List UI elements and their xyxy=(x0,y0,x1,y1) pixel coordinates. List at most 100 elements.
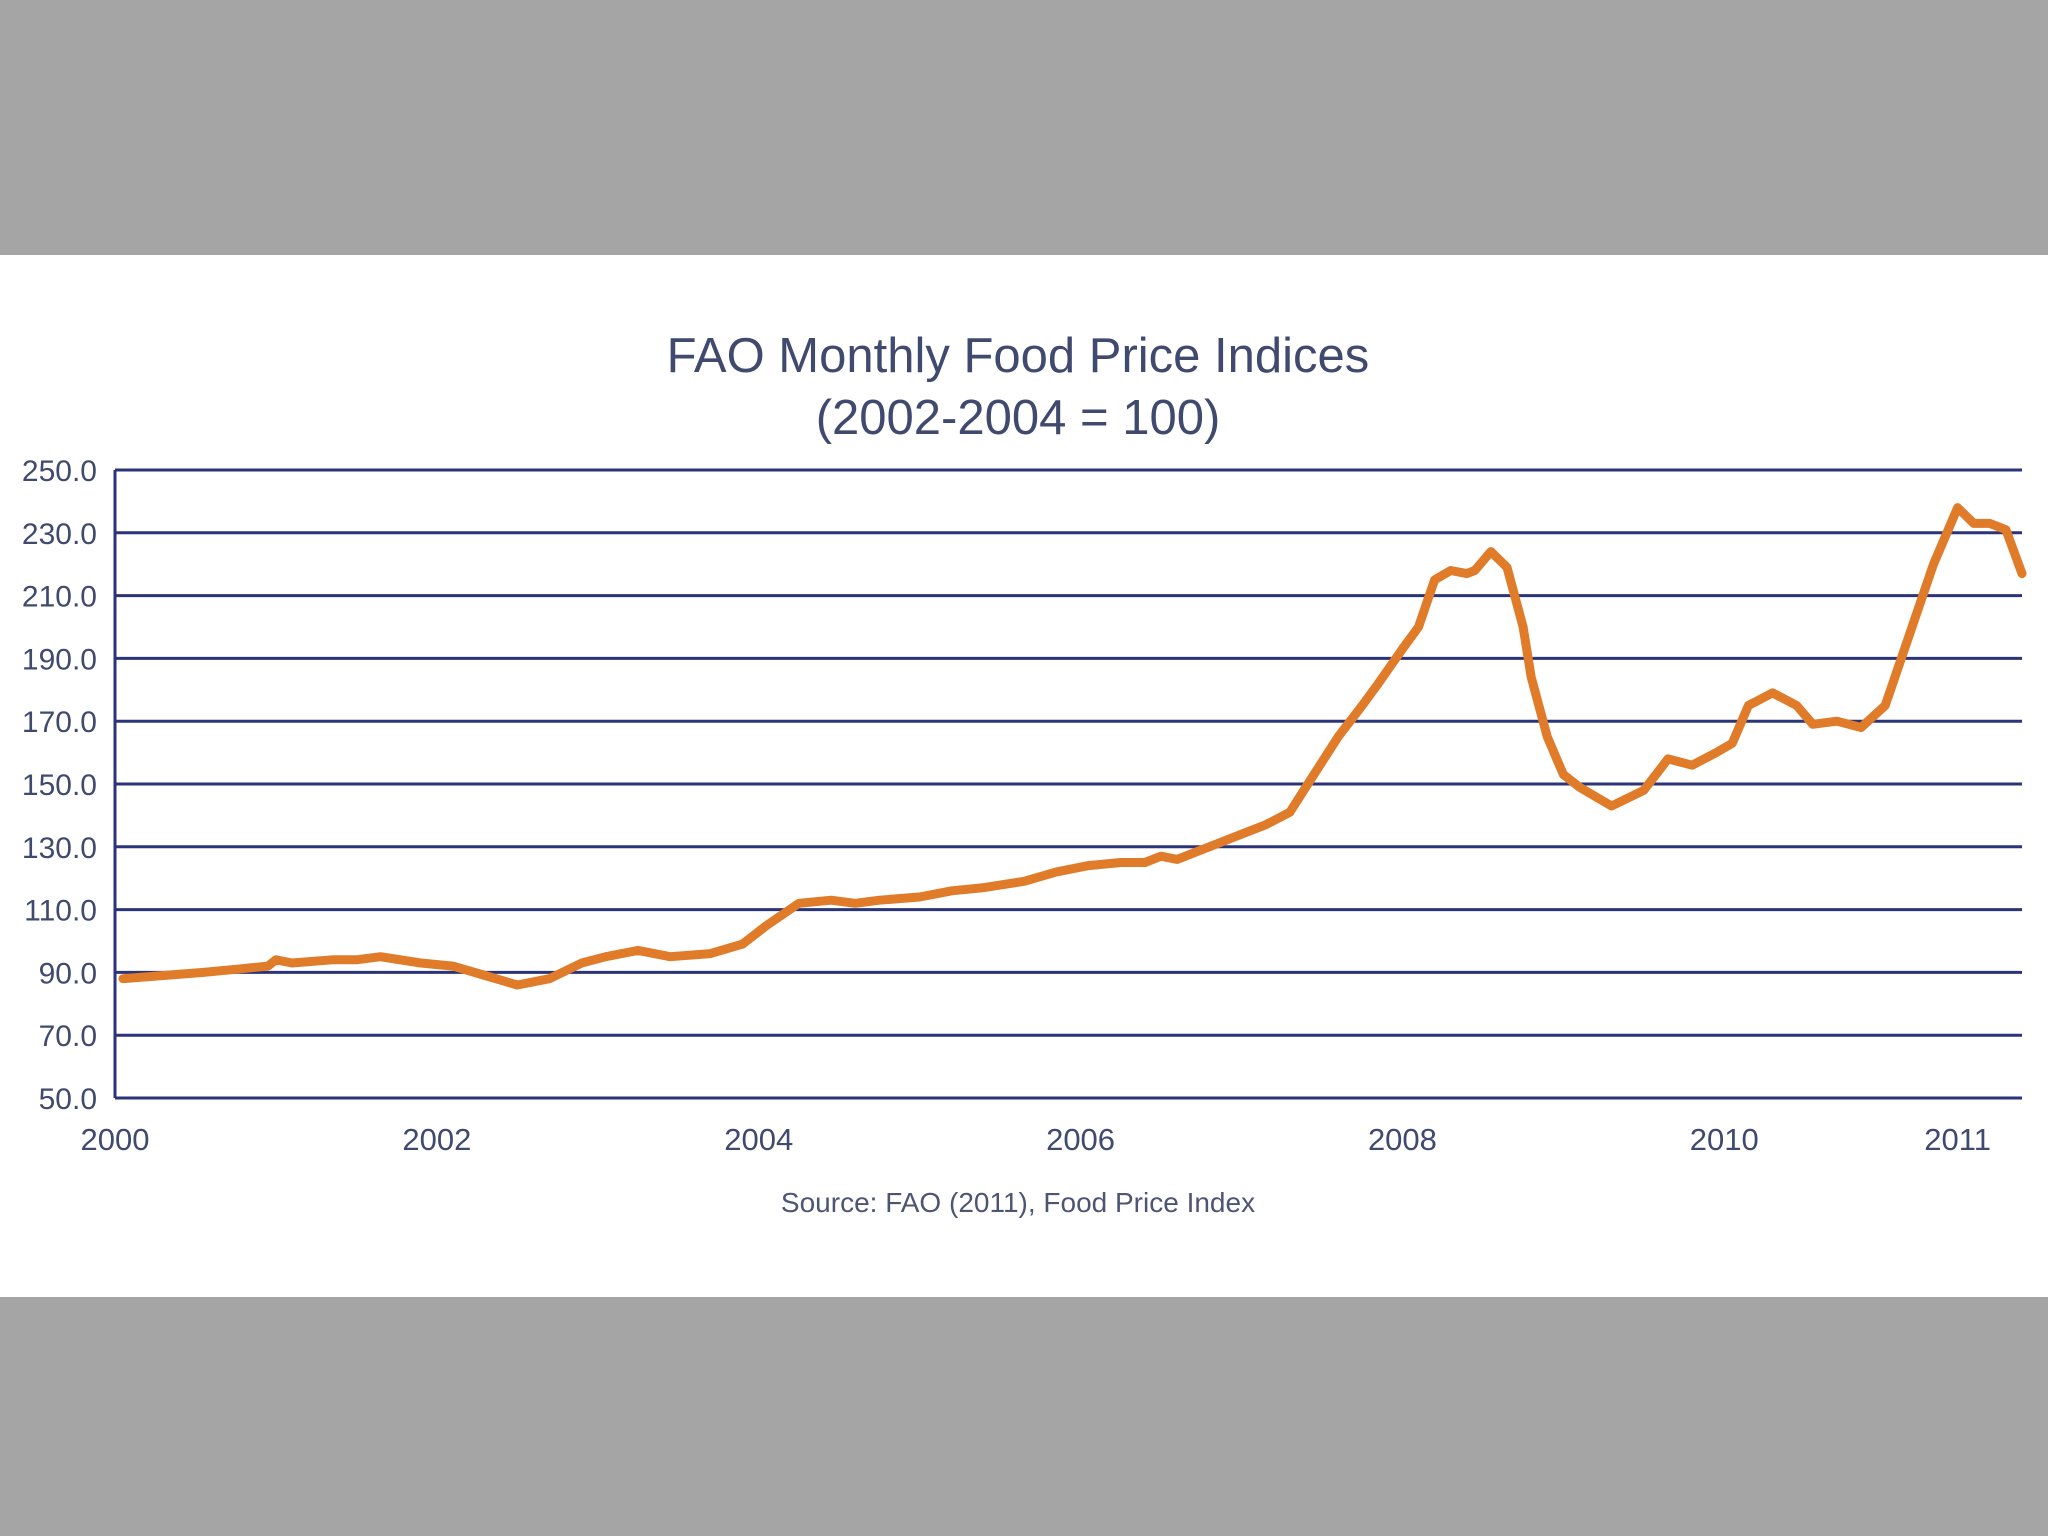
data-point xyxy=(380,956,382,958)
data-point xyxy=(1289,811,1291,813)
data-point xyxy=(1265,824,1267,826)
x-tick-label: 2004 xyxy=(724,1122,793,1157)
data-point xyxy=(983,887,985,889)
data-point xyxy=(1932,563,1934,565)
data-point xyxy=(1522,626,1524,628)
x-tick-label: 2000 xyxy=(81,1122,150,1157)
data-point xyxy=(162,975,164,977)
data-point xyxy=(291,962,293,964)
data-point xyxy=(355,959,357,961)
data-point xyxy=(1466,573,1468,575)
y-tick-label: 70.0 xyxy=(39,1020,97,1053)
chart-title: FAO Monthly Food Price Indices xyxy=(667,329,1370,383)
data-point xyxy=(1450,569,1452,571)
x-axis-ticks: 2000 2002 2004 2006 2008 2010 2011 xyxy=(81,1122,1991,1157)
data-point xyxy=(452,965,454,967)
data-point xyxy=(878,899,880,901)
data-point xyxy=(1562,774,1564,776)
data-point xyxy=(2005,529,2007,531)
x-tick-label: 2010 xyxy=(1690,1122,1759,1157)
gridlines xyxy=(113,468,2022,1100)
data-point xyxy=(709,953,711,955)
data-point xyxy=(1506,566,1508,568)
data-point xyxy=(1836,720,1838,722)
y-axis-ticks: 250.0 230.0 210.0 190.0 170.0 150.0 130.0 110.0… xyxy=(22,455,97,1116)
data-point xyxy=(1530,676,1532,678)
data-point xyxy=(1578,786,1580,788)
data-point xyxy=(798,902,800,904)
data-point xyxy=(1731,742,1733,744)
y-tick-label: 50.0 xyxy=(39,1083,97,1116)
x-tick-label: 2011 xyxy=(1924,1122,1991,1157)
x-tick-label: 2002 xyxy=(402,1122,471,1157)
data-point xyxy=(1747,705,1749,706)
y-tick-label: 150.0 xyxy=(22,769,97,802)
data-point xyxy=(1361,705,1363,706)
data-point xyxy=(1377,683,1379,685)
data-point xyxy=(951,890,953,892)
y-tick-label: 210.0 xyxy=(22,581,97,614)
data-point xyxy=(122,978,124,980)
y-tick-label: 250.0 xyxy=(22,455,97,488)
data-point xyxy=(581,962,583,964)
data-point xyxy=(919,896,921,898)
data-point xyxy=(1611,805,1613,807)
chart: FAO Monthly Food Price Indices (2002-200… xyxy=(22,329,2027,1218)
data-point xyxy=(1884,705,1886,706)
data-point xyxy=(1860,726,1862,728)
data-point xyxy=(1055,871,1057,873)
data-point xyxy=(275,959,277,961)
data-point xyxy=(267,965,269,967)
data-point xyxy=(484,975,486,977)
chart-panel: FAO Monthly Food Price Indices (2002-200… xyxy=(0,255,2048,1297)
y-tick-label: 230.0 xyxy=(22,518,97,551)
data-point xyxy=(766,924,768,926)
data-point xyxy=(1643,789,1645,791)
data-point xyxy=(1088,865,1090,867)
data-point xyxy=(1715,752,1717,754)
data-point xyxy=(1401,648,1403,650)
data-point xyxy=(1796,705,1798,706)
data-point xyxy=(420,962,422,964)
data-point xyxy=(1546,736,1548,738)
data-point xyxy=(637,949,639,951)
y-tick-label: 130.0 xyxy=(22,832,97,865)
chart-source: Source: FAO (2011), Food Price Index xyxy=(781,1187,1255,1218)
data-point xyxy=(1023,880,1025,882)
data-point xyxy=(1313,774,1315,776)
data-point xyxy=(516,984,518,986)
x-tick-label: 2008 xyxy=(1368,1122,1437,1157)
y-tick-label: 170.0 xyxy=(22,706,97,739)
data-point xyxy=(1812,723,1814,725)
data-point xyxy=(1973,522,1975,524)
data-point xyxy=(1900,657,1902,659)
data-point xyxy=(1916,610,1918,612)
data-point xyxy=(1490,551,1492,553)
data-point xyxy=(854,902,856,904)
data-point xyxy=(1957,507,1959,509)
chart-subtitle: (2002-2004 = 100) xyxy=(816,391,1221,445)
data-point xyxy=(549,978,551,980)
data-point xyxy=(1772,692,1774,694)
data-point xyxy=(1337,736,1339,738)
data-point xyxy=(1474,569,1476,571)
data-point xyxy=(2021,573,2023,575)
data-point xyxy=(742,943,744,945)
data-point xyxy=(1208,846,1210,848)
data-point xyxy=(1176,858,1178,860)
series-line-0 xyxy=(118,503,2027,990)
data-point xyxy=(1595,796,1597,798)
data-point xyxy=(331,959,333,961)
y-tick-label: 190.0 xyxy=(22,643,97,676)
data-point xyxy=(1691,764,1693,766)
data-point xyxy=(605,956,607,958)
data-point xyxy=(669,956,671,958)
data-point xyxy=(1667,758,1669,760)
data-point xyxy=(1160,855,1162,857)
data-point xyxy=(830,899,832,901)
data-point xyxy=(1418,626,1420,628)
y-tick-label: 110.0 xyxy=(24,895,97,928)
x-tick-label: 2006 xyxy=(1046,1122,1115,1157)
data-point xyxy=(1434,579,1436,581)
data-point xyxy=(235,968,237,970)
